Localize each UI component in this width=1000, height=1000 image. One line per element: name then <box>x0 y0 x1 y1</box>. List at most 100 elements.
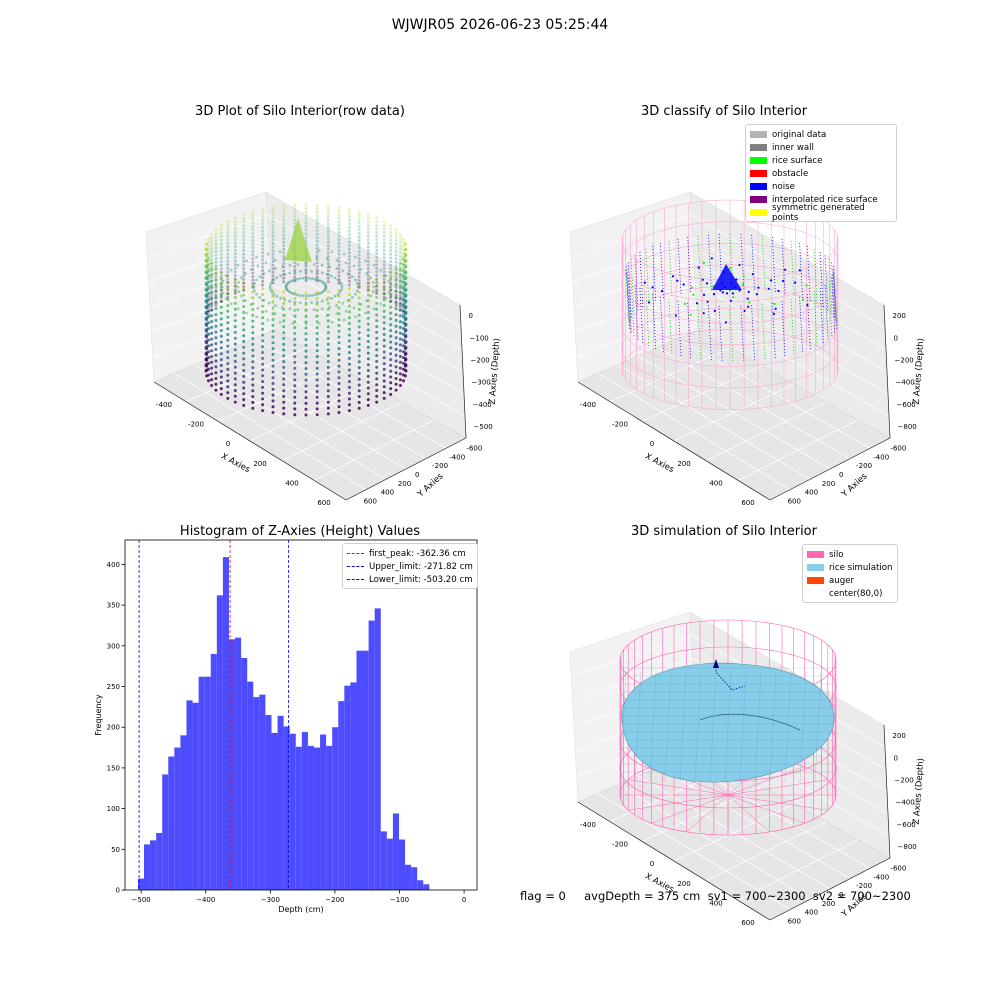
histogram-bar <box>411 867 418 890</box>
point-g-back <box>219 299 223 303</box>
point-interior <box>310 270 313 273</box>
point-g-back <box>242 281 246 285</box>
point-interior <box>359 268 363 271</box>
point-g-front <box>375 394 379 398</box>
point-g-front <box>366 305 370 309</box>
point-g-front <box>375 400 379 404</box>
classified-stripe <box>831 262 836 318</box>
point-g-back <box>219 234 223 238</box>
panel2-title: 3D classify of Silo Interior <box>640 104 808 119</box>
point-g-front <box>304 384 308 388</box>
point-interior <box>221 279 225 283</box>
silo-floor-spoke <box>727 794 828 811</box>
point-g-front <box>326 342 330 346</box>
point-g-front <box>210 314 214 318</box>
point-interior <box>317 249 321 252</box>
point-interior <box>255 292 258 296</box>
point-g-back <box>233 288 237 292</box>
x-axis-line <box>153 381 347 501</box>
y-tick-label: 200 <box>822 480 835 488</box>
point-g-back <box>293 207 297 211</box>
y-tick-label: 250 <box>107 683 120 691</box>
point-g-front <box>394 388 398 392</box>
point-g-front <box>293 384 297 388</box>
silo-wireframe-ring <box>621 329 839 410</box>
classified-point <box>747 305 750 308</box>
classified-stripe <box>639 251 644 308</box>
point-g-front <box>403 242 407 246</box>
point-g-back <box>337 245 341 249</box>
point-g-front <box>205 358 209 362</box>
point-g-back <box>382 266 386 270</box>
y-tick-label: -600 <box>890 864 906 872</box>
classified-point <box>773 302 776 305</box>
legend-swatch <box>807 577 824 584</box>
point-g-back <box>293 275 297 279</box>
point-g-front <box>205 300 209 304</box>
point-g-back <box>214 260 218 264</box>
point-g-front <box>375 342 379 346</box>
classified-stripe <box>660 243 664 299</box>
point-g-front <box>382 396 386 400</box>
histogram-bar <box>228 639 236 890</box>
silo-floor-spoke <box>686 794 729 833</box>
point-g-back <box>271 227 275 231</box>
point-g-back <box>357 242 361 246</box>
point-g-front <box>403 277 407 281</box>
point-g-front <box>251 337 255 340</box>
point-g-front <box>375 359 379 363</box>
point-g-front <box>226 315 230 319</box>
silo-floor-spoke <box>727 794 805 824</box>
point-g-back <box>398 236 402 240</box>
point-interior <box>273 312 277 316</box>
classified-peak <box>712 264 742 290</box>
point-g-back <box>389 245 393 249</box>
histogram-bar <box>259 694 266 890</box>
point-interior <box>336 278 340 282</box>
point-g-front <box>242 351 246 355</box>
point-g-back <box>226 220 230 224</box>
point-g-front <box>210 331 214 335</box>
point-g-front <box>261 339 265 343</box>
y-tick-label: 200 <box>822 900 835 908</box>
point-interior <box>278 320 282 324</box>
legend-item: first_peak: -362.36 cm <box>347 547 473 560</box>
point-g-back <box>271 274 275 278</box>
legend-swatch <box>750 183 767 190</box>
z-tick-label: −600 <box>897 401 916 409</box>
point-g-front <box>271 387 275 391</box>
point-g-front <box>389 358 393 362</box>
point-interior <box>264 309 268 313</box>
point-g-back <box>375 292 379 295</box>
point-g-front <box>398 296 402 300</box>
point-g-front <box>403 271 407 275</box>
legend-item: center(80,0) <box>807 587 893 600</box>
point-g-front <box>205 347 209 351</box>
point-g-front <box>347 368 351 372</box>
legend-swatch <box>347 579 364 580</box>
point-g-back <box>337 209 341 213</box>
point-g-back <box>357 253 361 257</box>
point-g-front <box>226 362 230 366</box>
classified-point <box>806 304 809 307</box>
legend-item: rice surface <box>750 154 892 167</box>
point-g-back <box>271 260 275 263</box>
rice-mesh-line <box>679 671 687 783</box>
histogram-plot: −500 −400 −300 −200 −100 00501001502002503003… <box>94 539 478 914</box>
point-g-front <box>251 400 255 404</box>
point-interior <box>293 270 297 274</box>
point-g-front <box>337 335 341 339</box>
point-g-front <box>251 342 255 346</box>
point-g-front <box>226 344 230 348</box>
legend-item: inner wall <box>750 141 892 154</box>
z-axis-label: Z Axies (Depth) <box>912 338 927 405</box>
point-g-back <box>326 229 330 233</box>
point-g-front <box>251 354 255 358</box>
point-g-back <box>389 234 393 238</box>
point-g-back <box>402 252 405 256</box>
point-interior <box>369 276 373 280</box>
point-g-front <box>382 309 386 313</box>
point-g-back <box>214 239 218 243</box>
point-g-front <box>394 371 398 375</box>
point-g-back <box>326 233 330 237</box>
